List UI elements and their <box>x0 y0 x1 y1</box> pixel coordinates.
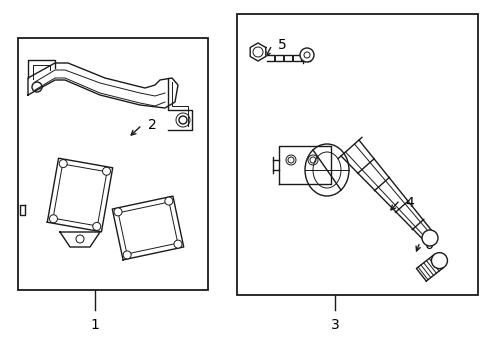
Polygon shape <box>47 158 113 232</box>
Circle shape <box>164 197 172 205</box>
Polygon shape <box>279 146 330 184</box>
Polygon shape <box>250 43 265 61</box>
Bar <box>237 14 477 295</box>
Polygon shape <box>112 196 183 260</box>
Circle shape <box>174 240 182 248</box>
Bar <box>18 38 207 290</box>
Circle shape <box>421 230 437 246</box>
Text: 5: 5 <box>278 38 286 52</box>
Text: 2: 2 <box>148 118 157 132</box>
Text: 4: 4 <box>404 196 413 210</box>
Text: 1: 1 <box>90 318 99 332</box>
Circle shape <box>430 253 447 269</box>
Circle shape <box>285 155 295 165</box>
Circle shape <box>299 48 313 62</box>
Circle shape <box>102 167 110 175</box>
Text: 6: 6 <box>424 238 433 252</box>
Polygon shape <box>416 255 443 281</box>
Circle shape <box>304 52 309 58</box>
Circle shape <box>76 235 84 243</box>
Circle shape <box>309 157 315 163</box>
Circle shape <box>93 222 101 230</box>
Circle shape <box>287 157 293 163</box>
Circle shape <box>252 47 263 57</box>
Circle shape <box>59 159 67 168</box>
Circle shape <box>307 155 317 165</box>
Circle shape <box>114 208 122 216</box>
Text: 3: 3 <box>330 318 339 332</box>
Circle shape <box>123 251 131 259</box>
Circle shape <box>49 215 58 223</box>
